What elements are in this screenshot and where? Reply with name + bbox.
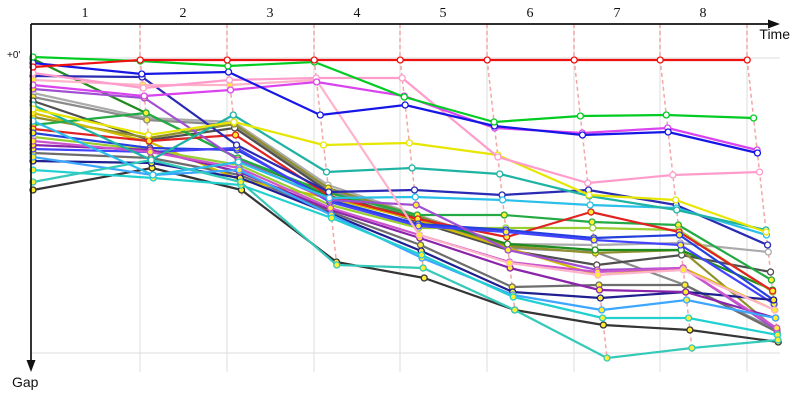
gap-origin-label: +0' bbox=[7, 50, 21, 61]
x-tick-label: 1 bbox=[82, 6, 89, 21]
time-axis-label: Time bbox=[759, 26, 790, 42]
x-tick-label: 8 bbox=[700, 6, 707, 21]
x-tick-label: 3 bbox=[267, 6, 274, 21]
x-tick-label: 4 bbox=[354, 6, 361, 21]
x-tick-label: 5 bbox=[440, 6, 447, 21]
x-tick-label: 6 bbox=[527, 6, 534, 21]
series-line-05 bbox=[32, 166, 779, 344]
series-line-20 bbox=[32, 168, 778, 337]
x-tick-label: 7 bbox=[614, 6, 621, 21]
x-tick-label: 2 bbox=[180, 6, 187, 21]
gap-axis-label: Gap bbox=[12, 374, 39, 390]
